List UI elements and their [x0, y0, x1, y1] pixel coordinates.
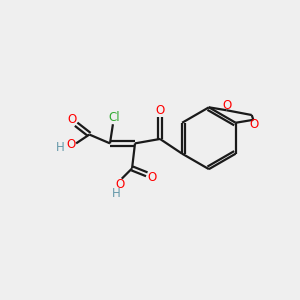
Text: H: H — [56, 141, 64, 154]
Text: O: O — [250, 118, 259, 131]
Text: O: O — [116, 178, 125, 190]
Text: H: H — [112, 187, 121, 200]
Text: Cl: Cl — [109, 111, 120, 124]
Text: O: O — [67, 113, 76, 126]
Text: O: O — [223, 99, 232, 112]
Text: O: O — [148, 171, 157, 184]
Text: O: O — [66, 138, 75, 151]
Text: O: O — [155, 104, 165, 118]
